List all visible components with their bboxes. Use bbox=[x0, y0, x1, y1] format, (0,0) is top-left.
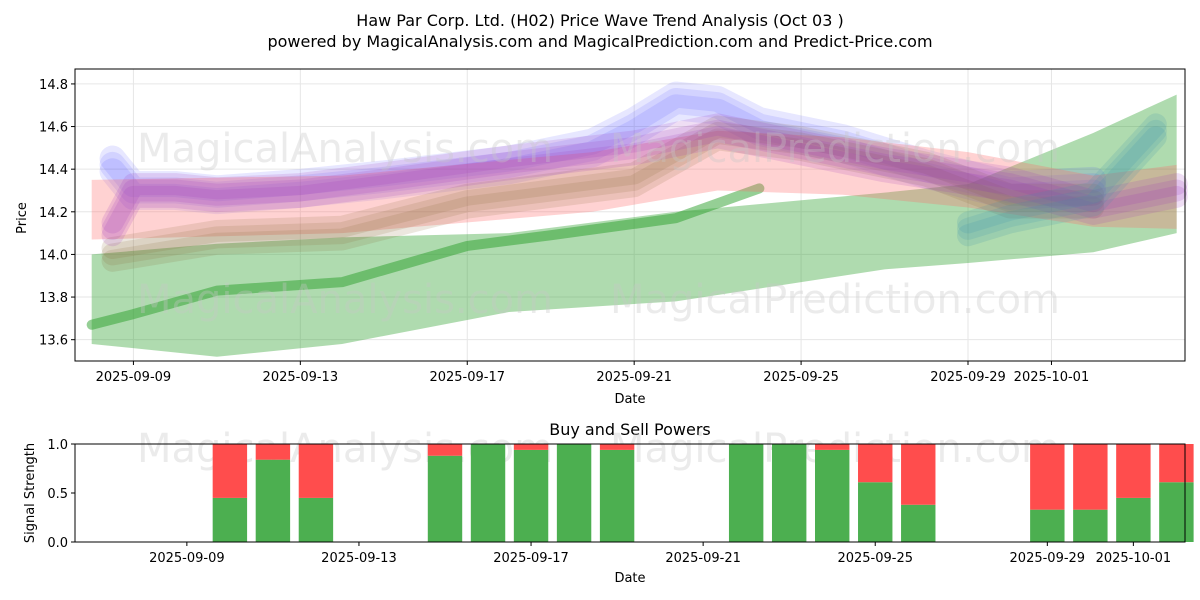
wave-teal bbox=[957, 126, 1167, 247]
price-x-tick-label: 2025-10-01 bbox=[1014, 370, 1090, 385]
price-y-tick-label: 13.6 bbox=[39, 334, 68, 349]
watermark-right: MagicalPrediction.com bbox=[610, 126, 1060, 172]
price-y-tick-label: 13.8 bbox=[39, 291, 68, 306]
wave-teal bbox=[957, 119, 1167, 240]
price-x-tick-label: 2025-09-17 bbox=[429, 370, 505, 385]
buy-bar bbox=[599, 449, 635, 542]
wave-blue bbox=[99, 87, 1107, 208]
watermark-left-lower: MagicalAnalysis.com bbox=[137, 277, 553, 323]
signal-x-tick-label: 2025-09-13 bbox=[321, 551, 397, 566]
buy-bar bbox=[513, 449, 549, 542]
signal-x-tick-label: 2025-10-01 bbox=[1096, 551, 1172, 566]
wave-blue bbox=[99, 81, 1107, 202]
price-x-tick-label: 2025-09-29 bbox=[930, 370, 1006, 385]
price-series bbox=[86, 81, 1188, 357]
buy-bar bbox=[858, 482, 893, 542]
buy-bar bbox=[728, 444, 764, 542]
sell-bar bbox=[513, 444, 549, 450]
wave-purple bbox=[101, 119, 1188, 240]
price-x-tick-label: 2025-09-09 bbox=[96, 370, 172, 385]
buy-bar bbox=[1073, 509, 1108, 542]
chart-title: Haw Par Corp. Ltd. (H02) Price Wave Tren… bbox=[356, 11, 843, 30]
signal-y-tick-label: 1.0 bbox=[47, 438, 68, 453]
sell-bar bbox=[1116, 444, 1151, 498]
signal-x-tick-label: 2025-09-17 bbox=[493, 551, 569, 566]
signal-plot: Buy and Sell Powers MagicalAnalysis.com … bbox=[23, 420, 1194, 586]
buy-bar bbox=[1116, 497, 1151, 542]
sell-bar bbox=[298, 444, 334, 498]
wave-teal bbox=[957, 113, 1167, 234]
sell-bar bbox=[212, 444, 248, 498]
price-y-tick-label: 14.0 bbox=[39, 248, 68, 263]
price-y-label: Price bbox=[15, 202, 30, 234]
wave-brown bbox=[101, 121, 1105, 266]
signal-x-ticks: 2025-09-09 2025-09-13 2025-09-17 2025-09-21… bbox=[149, 542, 1171, 566]
buy-bar bbox=[1030, 509, 1065, 542]
price-plot-border bbox=[74, 68, 1186, 362]
wave-green bbox=[86, 183, 765, 330]
sell-bar bbox=[1159, 444, 1194, 483]
sell-bar bbox=[255, 444, 291, 460]
buy-bar bbox=[771, 444, 807, 542]
signal-y-label: Signal Strength bbox=[23, 443, 38, 543]
buy-bar bbox=[556, 444, 592, 542]
price-x-ticks: 2025-09-09 2025-09-13 2025-09-17 2025-09-21… bbox=[96, 361, 1090, 385]
price-plot-frame bbox=[75, 69, 1185, 361]
signal-plot-title: Buy and Sell Powers bbox=[549, 420, 711, 439]
price-y-tick-label: 14.8 bbox=[39, 78, 68, 93]
buy-bar bbox=[1159, 482, 1194, 542]
buy-bar bbox=[470, 444, 506, 542]
wave-brown bbox=[101, 115, 1105, 260]
signal-y-ticks: 0.0 0.5 1.0 bbox=[47, 438, 75, 551]
sell-bar bbox=[858, 444, 893, 483]
watermark-left: MagicalAnalysis.com bbox=[137, 126, 553, 172]
signal-x-tick-label: 2025-09-25 bbox=[837, 551, 913, 566]
price-plot: MagicalAnalysis.com MagicalPrediction.co… bbox=[15, 68, 1188, 407]
sell-bar bbox=[427, 444, 463, 456]
buy-bar bbox=[901, 504, 936, 542]
buy-bar bbox=[815, 449, 850, 542]
price-y-tick-label: 14.6 bbox=[39, 121, 68, 136]
signal-x-label: Date bbox=[614, 571, 645, 586]
price-y-ticks: 13.6 13.8 14.0 14.2 14.4 14.6 14.8 bbox=[39, 78, 75, 349]
signal-y-tick-label: 0.0 bbox=[47, 536, 68, 551]
price-x-label: Date bbox=[614, 392, 645, 407]
signal-bars bbox=[212, 444, 1194, 542]
signal-x-tick-label: 2025-09-29 bbox=[1010, 551, 1086, 566]
price-x-tick-label: 2025-09-25 bbox=[763, 370, 839, 385]
price-grid bbox=[75, 69, 1185, 361]
wave-purple bbox=[101, 113, 1188, 234]
wave-purple bbox=[101, 126, 1188, 247]
sell-bar bbox=[599, 444, 635, 450]
sell-bar bbox=[1030, 444, 1065, 510]
sell-bar bbox=[1073, 444, 1108, 510]
wave-blue bbox=[99, 94, 1107, 215]
price-y-tick-label: 14.2 bbox=[39, 206, 68, 221]
signal-y-tick-label: 0.5 bbox=[47, 487, 68, 502]
chart-subtitle: powered by MagicalAnalysis.com and Magic… bbox=[267, 32, 932, 51]
buy-bar bbox=[212, 497, 248, 542]
price-y-tick-label: 14.4 bbox=[39, 163, 68, 178]
buy-bar bbox=[298, 497, 334, 542]
band-red bbox=[91, 130, 1177, 240]
sell-bar bbox=[901, 444, 936, 505]
buy-bar bbox=[427, 455, 463, 542]
sell-bar bbox=[815, 444, 850, 450]
signal-x-tick-label: 2025-09-09 bbox=[149, 551, 225, 566]
buy-bar bbox=[255, 459, 291, 542]
price-x-tick-label: 2025-09-13 bbox=[263, 370, 339, 385]
price-x-tick-label: 2025-09-21 bbox=[596, 370, 672, 385]
watermark-right-lower: MagicalPrediction.com bbox=[610, 277, 1060, 323]
signal-x-tick-label: 2025-09-21 bbox=[665, 551, 741, 566]
wave-brown bbox=[101, 128, 1105, 272]
